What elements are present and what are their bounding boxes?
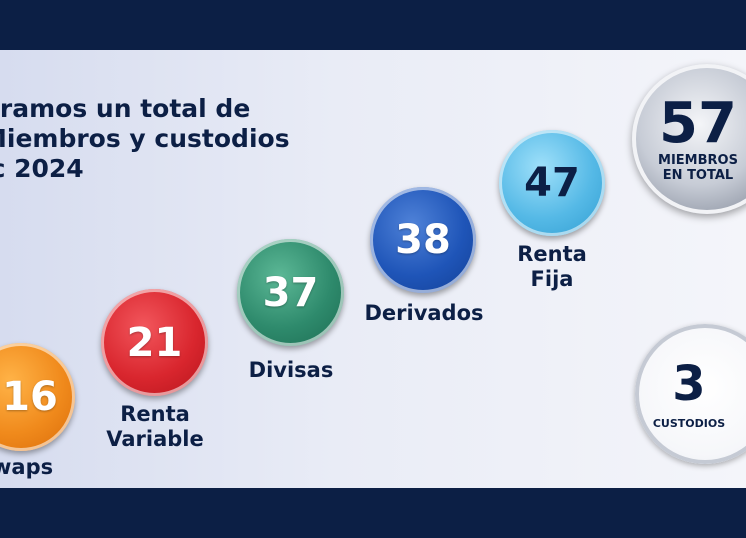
custodians-value: 3 [672, 356, 706, 412]
headline: gramos un total de Miembros y custodios … [0, 94, 290, 184]
renta-variable-value: 21 [126, 319, 183, 366]
headline-line-2: Miembros y custodios [0, 124, 290, 153]
derivados-label: Derivados [364, 301, 484, 326]
renta-variable-circle: 21 [101, 289, 208, 396]
divisas-label-line-1: Divisas [248, 358, 334, 382]
renta-variable-label-line-2: Variable [106, 427, 204, 451]
swaps-value: 16 [2, 374, 58, 420]
headline-line-3: ic 2024 [0, 154, 84, 183]
custodians-label: CUSTODIOS [652, 417, 726, 430]
renta-fija-value: 47 [524, 160, 580, 206]
divisas-value: 37 [262, 269, 319, 316]
derivados-value: 38 [395, 217, 451, 263]
infographic-panel: gramos un total de Miembros y custodios … [0, 50, 746, 488]
top-banner [0, 0, 746, 50]
swaps-circle: 16 [0, 343, 75, 451]
custodians-badge: 3 CUSTODIOS [635, 324, 746, 464]
total-members-badge: 57 MIEMBROS EN TOTAL [632, 64, 746, 214]
bottom-banner [0, 488, 746, 538]
total-members-line-1: MIEMBROS [658, 153, 738, 168]
headline-line-1: gramos un total de [0, 94, 251, 123]
renta-fija-label-line-1: Renta [517, 242, 587, 266]
swaps-label: waps [0, 455, 53, 480]
renta-variable-label-line-1: Renta [120, 402, 190, 426]
swaps-label-line-1: waps [0, 455, 54, 479]
divisas-label: Divisas [236, 358, 346, 383]
renta-fija-label-line-2: Fija [530, 267, 574, 291]
divisas-circle: 37 [237, 239, 344, 346]
renta-fija-circle: 47 [499, 130, 605, 236]
total-members-line-2: EN TOTAL [662, 168, 734, 183]
derivados-circle: 38 [370, 187, 476, 293]
renta-fija-label: Renta Fija [497, 242, 607, 292]
renta-variable-label: Renta Variable [100, 402, 210, 452]
total-members-value: 57 [659, 91, 737, 156]
derivados-label-line-1: Derivados [364, 301, 484, 325]
